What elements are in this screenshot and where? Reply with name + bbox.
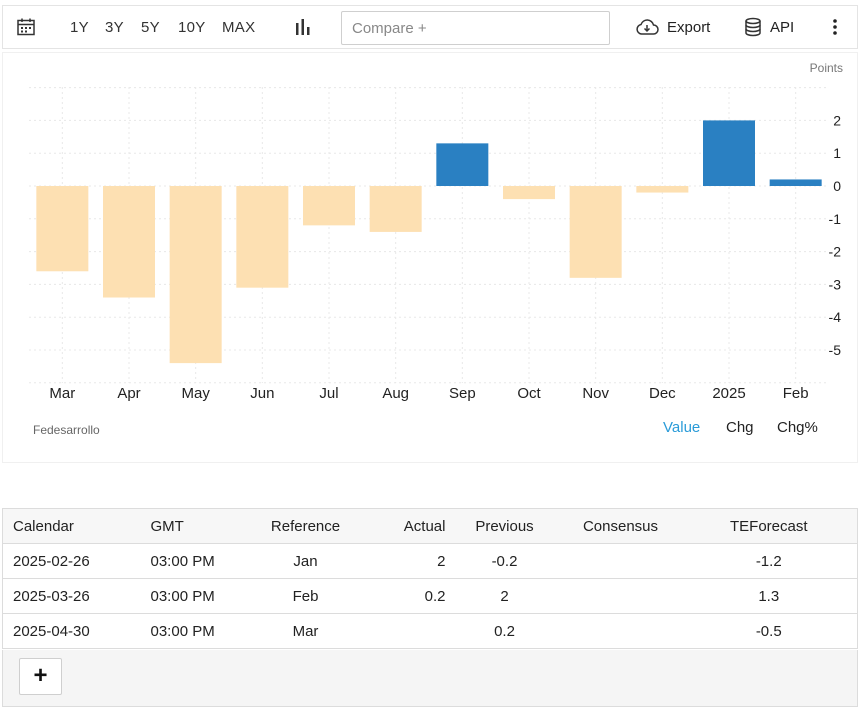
chg-toggle[interactable]: Chg (726, 419, 754, 436)
table-row: 2025-04-30 03:00 PM Mar 0.2 -0.5 (2, 613, 858, 649)
cell-teforecast: 1.3 (680, 578, 858, 614)
header-previous[interactable]: Previous (448, 508, 561, 544)
range-10y-button[interactable]: 10Y (178, 18, 206, 36)
bar-nov[interactable] (569, 186, 622, 278)
header-gmt[interactable]: GMT (140, 508, 251, 544)
api-label: API (770, 18, 795, 36)
cell-consensus (560, 543, 681, 579)
bar-feb[interactable] (769, 179, 822, 186)
x-tick-label: Jul (319, 385, 338, 402)
range-max-button[interactable]: MAX (222, 18, 256, 36)
header-consensus[interactable]: Consensus (560, 508, 681, 544)
bar-may[interactable] (169, 186, 222, 364)
y-tick-label: 2 (833, 112, 841, 128)
y-tick-label: -1 (829, 211, 842, 227)
range-3y-button[interactable]: 3Y (105, 18, 124, 36)
x-tick-label: Feb (783, 385, 809, 402)
range-1y-button[interactable]: 1Y (70, 18, 89, 36)
x-tick-label: Aug (382, 385, 409, 402)
cloud-download-icon (635, 18, 659, 36)
cell-reference: Jan (250, 543, 361, 579)
cell-consensus (560, 613, 681, 649)
cell-previous: 0.2 (448, 613, 561, 649)
x-tick-label: Mar (49, 385, 75, 402)
bar-mar[interactable] (36, 186, 89, 272)
bar-jun[interactable] (236, 186, 289, 288)
range-5y-button[interactable]: 5Y (141, 18, 160, 36)
x-tick-label: Jun (250, 385, 274, 402)
cell-teforecast: -1.2 (680, 543, 858, 579)
cell-time: 03:00 PM (140, 543, 251, 579)
bar-dec[interactable] (636, 186, 689, 193)
bar-chart-icon[interactable] (294, 6, 312, 48)
cell-previous: 2 (448, 578, 561, 614)
more-vertical-icon[interactable] (832, 6, 838, 48)
header-actual[interactable]: Actual (360, 508, 449, 544)
calendar-add-area: + (2, 650, 858, 707)
cell-actual: 2 (360, 543, 449, 579)
header-calendar[interactable]: Calendar (2, 508, 141, 544)
calendar-icon[interactable] (16, 6, 36, 48)
cell-date: 2025-03-26 (2, 578, 141, 614)
cell-teforecast: -0.5 (680, 613, 858, 649)
x-tick-label: Sep (449, 385, 476, 402)
bar-aug[interactable] (369, 186, 422, 232)
x-tick-label: Nov (582, 385, 609, 402)
y-tick-label: 0 (833, 178, 841, 194)
chart-source: Fedesarrollo (33, 423, 100, 437)
cell-actual: 0.2 (360, 578, 449, 614)
cell-previous: -0.2 (448, 543, 561, 579)
bar-oct[interactable] (503, 186, 555, 200)
export-button[interactable]: Export (635, 6, 710, 48)
bar-chart: Points 2 1 0 -1 -2 -3 -4 -5 Mar Apr May Jun Jul Aug S… (29, 61, 843, 402)
cell-consensus (560, 578, 681, 614)
calendar-table: Calendar GMT Reference Actual Previous C… (2, 508, 858, 649)
y-tick-label: -3 (829, 276, 842, 292)
x-tick-label: Apr (117, 385, 140, 402)
x-tick-label: 2025 (712, 385, 745, 402)
chg-percent-toggle[interactable]: Chg% (777, 419, 818, 436)
cell-actual (360, 613, 449, 649)
header-reference[interactable]: Reference (250, 508, 361, 544)
cell-reference: Feb (250, 578, 361, 614)
export-label: Export (667, 18, 711, 36)
compare-input[interactable] (341, 11, 610, 45)
bar-apr[interactable] (103, 186, 155, 298)
bar-sep[interactable] (436, 143, 489, 186)
cell-reference: Mar (250, 613, 361, 649)
y-tick-label: -2 (829, 244, 842, 260)
cell-date: 2025-02-26 (2, 543, 141, 579)
header-teforecast[interactable]: TEForecast (680, 508, 858, 544)
x-tick-label: Dec (649, 385, 676, 402)
cell-time: 03:00 PM (140, 613, 251, 649)
chart-panel: Points 2 1 0 -1 -2 -3 -4 -5 Mar Apr May Jun Jul Aug S… (2, 52, 858, 463)
y-tick-label: 1 (833, 145, 841, 161)
add-row-button[interactable]: + (19, 658, 62, 695)
bar-jul[interactable] (303, 186, 355, 226)
table-row: 2025-03-26 03:00 PM Feb 0.2 2 1.3 (2, 578, 858, 614)
cell-date: 2025-04-30 (2, 613, 141, 649)
chart-toolbar: 1Y 3Y 5Y 10Y MAX Export (2, 5, 858, 49)
api-button[interactable]: API (744, 6, 794, 48)
cell-time: 03:00 PM (140, 578, 251, 614)
y-tick-label: -5 (829, 342, 842, 358)
table-row: 2025-02-26 03:00 PM Jan 2 -0.2 -1.2 (2, 543, 858, 579)
x-tick-label: Oct (517, 385, 541, 402)
table-header-row: Calendar GMT Reference Actual Previous C… (2, 508, 858, 544)
unit-label: Points (810, 61, 843, 75)
y-tick-label: -4 (829, 309, 842, 325)
value-toggle[interactable]: Value (663, 419, 701, 436)
x-tick-label: May (181, 385, 210, 402)
bar-2025[interactable] (703, 120, 755, 186)
database-icon (744, 17, 762, 37)
